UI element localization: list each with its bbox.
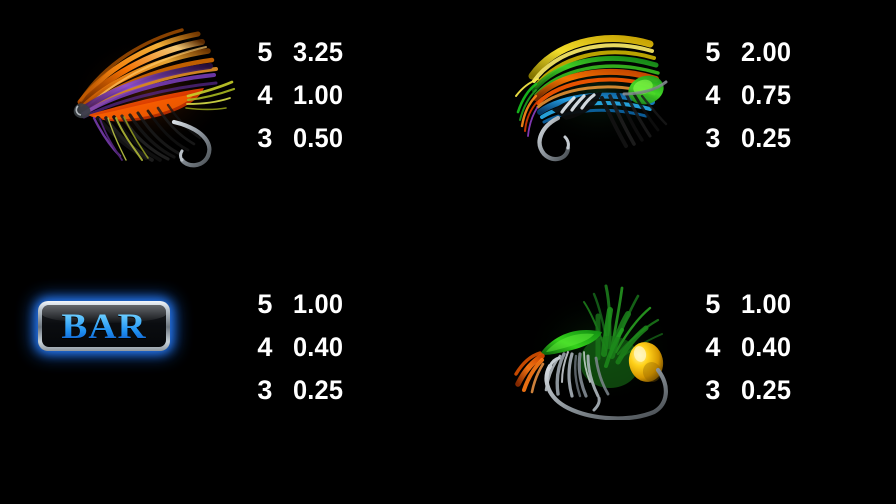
payout-count: 4 (257, 80, 273, 110)
payout-count: 3 (257, 375, 273, 405)
bar-badge-icon: BAR BAR (30, 292, 178, 360)
rainbow-fly-icon (506, 18, 696, 168)
payout-row: 3 0.25 (691, 122, 871, 165)
payout-count: 5 (257, 37, 273, 67)
bar-label-shadow: BAR (37, 304, 171, 350)
payout-amount: 1.00 (293, 289, 344, 319)
payout-amount: 3.25 (293, 37, 344, 67)
bar-label: BAR (37, 303, 171, 349)
bar-badge-inner (42, 305, 166, 347)
payout-count: 4 (705, 332, 721, 362)
payout-count: 4 (257, 332, 273, 362)
payout-count: 5 (257, 289, 273, 319)
orange-fly-icon (58, 18, 248, 168)
payout-amount: 0.40 (293, 332, 344, 362)
payout-row: 4 0.40 (243, 331, 423, 374)
payout-count: 5 (705, 37, 721, 67)
payout-count: 3 (705, 375, 721, 405)
payout-amount: 0.50 (293, 123, 344, 153)
payout-row: 3 0.25 (243, 374, 423, 417)
paytable-entry-orange-fly[interactable]: 5 3.25 4 1.00 3 0.50 (0, 0, 448, 252)
payout-amount: 0.25 (741, 375, 792, 405)
payout-amount: 0.75 (741, 80, 792, 110)
green-fly-icon (506, 270, 696, 420)
payout-table: 5 1.00 4 0.40 3 0.25 (243, 288, 423, 417)
payout-count: 4 (705, 80, 721, 110)
payout-row: 4 0.40 (691, 331, 871, 374)
payout-table: 5 2.00 4 0.75 3 0.25 (691, 36, 871, 165)
paytable-entry-green-fly[interactable]: 5 1.00 4 0.40 3 0.25 (448, 252, 896, 504)
payout-count: 3 (705, 123, 721, 153)
payout-row: 3 0.50 (243, 122, 423, 165)
payout-row: 5 1.00 (691, 288, 871, 331)
payout-row: 5 2.00 (691, 36, 871, 79)
payout-amount: 1.00 (741, 289, 792, 319)
payout-row: 5 3.25 (243, 36, 423, 79)
payout-count: 3 (257, 123, 273, 153)
payout-amount: 0.40 (741, 332, 792, 362)
payout-row: 3 0.25 (691, 374, 871, 417)
payout-amount: 2.00 (741, 37, 792, 67)
payout-row: 4 1.00 (243, 79, 423, 122)
payout-amount: 1.00 (293, 80, 344, 110)
payout-row: 5 1.00 (243, 288, 423, 331)
payout-table: 5 1.00 4 0.40 3 0.25 (691, 288, 871, 417)
payout-amount: 0.25 (293, 375, 344, 405)
payout-table: 5 3.25 4 1.00 3 0.50 (243, 36, 423, 165)
payout-row: 4 0.75 (691, 79, 871, 122)
payout-amount: 0.25 (741, 123, 792, 153)
paytable-entry-rainbow-fly[interactable]: 5 2.00 4 0.75 3 0.25 (448, 0, 896, 252)
paytable-entry-bar[interactable]: BAR BAR 5 1.00 4 0.40 3 0.25 (0, 252, 448, 504)
payout-count: 5 (705, 289, 721, 319)
